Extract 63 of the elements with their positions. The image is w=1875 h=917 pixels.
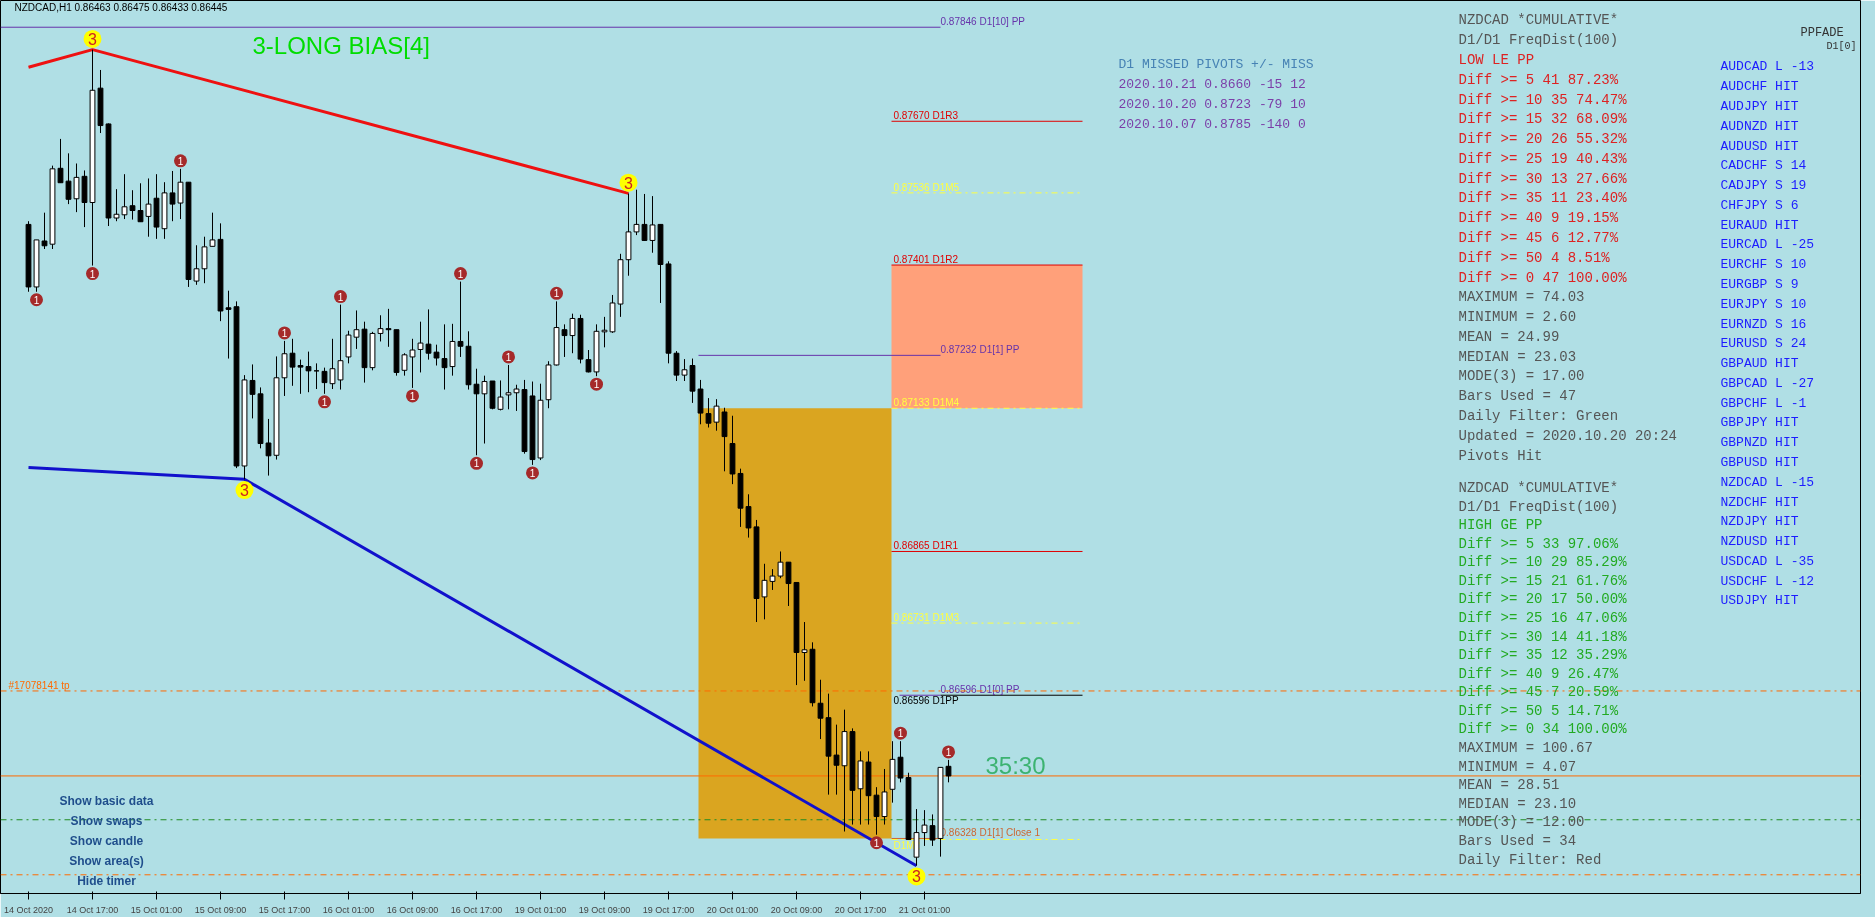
- text: NZDCAD *CUMULATIVE* D1/D1 FreqDist(100) LOW LE PP Diff >= 5 41 87.23% Diff >= 10 35 74.47% Diff >= 15 32 68.09% Diff >= 20 26 55.32% Diff >= 25 19 40.43% Diff >= 30 13 27.66% Diff >= 35 11 23.40% Diff >= 40 9 19.15% Diff >= 45 6 12.77% Diff >= 50 4 8.51% Diff >= 0 47 100.00% MAXIMUM = 74.03 MINIMUM = 2.60 MEAN = 24.99 MEDIAN = 23.03 MODE(3) = 17.00 Bars Used = 47 Daily Filter: Green Updated = 2020.10.20 20:24 Pivots Hit: [1458, 12, 1677, 464]
- text: 1: [529, 467, 536, 479]
- chart-title: NZDCAD,H1 0.86463 0.86475 0.86433 0.86445: [14, 2, 228, 14]
- ref-line-label: 0.87133 D1M4: [893, 397, 960, 409]
- candlestick: [201, 236, 208, 284]
- x-tick-label: 19 Oct 17:00: [642, 904, 695, 915]
- ref-line-label: 0.87670 D1R3: [893, 110, 959, 122]
- candlestick: [505, 364, 512, 410]
- text: 1: [473, 458, 480, 470]
- text: 1: [177, 155, 184, 167]
- series-label: 1: [281, 327, 288, 339]
- annotation: Show swaps: [70, 813, 143, 828]
- text: D1[0]: [1826, 41, 1857, 53]
- ref-line-label: 0.87401 D1R2: [893, 254, 959, 266]
- ref-line-label: 0.87846 D1[10] PP: [940, 16, 1026, 28]
- annotation: 3-LONG BIAS[4]: [252, 32, 430, 60]
- x-tick-label: 15 Oct 17:00: [258, 904, 311, 915]
- annotation: Show basic data: [59, 793, 154, 808]
- ref-line-label: 0.86865 D1R1: [893, 540, 959, 552]
- text: 1: [89, 268, 96, 280]
- text: 1: [897, 728, 904, 740]
- text: 3: [912, 868, 921, 886]
- x-tick-label: 21 Oct 01:00: [898, 904, 951, 915]
- text: 1: [33, 294, 40, 306]
- ref-line-label: 0.87232 D1[1] PP: [940, 344, 1020, 356]
- ref-line-label: #17078141 tp: [8, 679, 71, 691]
- x-tick-label: 19 Oct 01:00: [514, 904, 567, 915]
- annotation: Hide timer: [77, 873, 137, 888]
- x-tick-label: 20 Oct 01:00: [706, 904, 759, 915]
- text: 1: [337, 291, 344, 303]
- x-tick-label: 16 Oct 01:00: [322, 904, 375, 915]
- ref-line-label: 0.86596 D1[0] PP: [940, 684, 1020, 696]
- text: 3: [240, 482, 249, 500]
- x-tick-label: 15 Oct 09:00: [194, 904, 247, 915]
- ref-line-label: 0.86731 D1M3: [893, 612, 960, 624]
- annotation: Show area(s): [69, 853, 144, 868]
- ref-line-label: 0.86596 D1PP: [893, 695, 959, 707]
- series-label: 3: [88, 30, 98, 48]
- text: 35:30: [985, 751, 1046, 779]
- text: 1: [945, 746, 952, 758]
- x-tick-label: 14 Oct 2020: [3, 904, 54, 915]
- x-tick-label: 16 Oct 09:00: [386, 904, 439, 915]
- text: 3: [624, 174, 633, 192]
- candlestick: [817, 679, 824, 740]
- x-tick-label: 16 Oct 17:00: [450, 904, 503, 915]
- text: 1: [873, 837, 880, 849]
- ref-line-label: 0.87536 D1M5: [893, 181, 960, 193]
- text: 1: [457, 268, 464, 280]
- text: 1: [553, 288, 560, 300]
- text: AUDCAD L -13 AUDCHF HIT AUDJPY HIT AUDNZD HIT AUDUSD HIT CADCHF S 14 CADJPY S 19 CHFJPY S 6 EURAUD HIT EURCAD L -25 EURCHF S 10 EURGBP S 9 EURJPY S 10 EURNZD S 16 EURUSD S 24 GBPAUD HIT GBPCAD L -27 GBPCHF L -1 GBPJPY HIT GBPNZD HIT GBPUSD HIT NZDCAD L -15 NZDCHF HIT NZDJPY HIT NZDUSD HIT USDCAD L -35 USDCHF L -12 USDJPY HIT: [1720, 59, 1815, 609]
- text: PPFADE: [1800, 26, 1844, 41]
- text: 1: [409, 390, 416, 402]
- x-tick-label: 19 Oct 09:00: [578, 904, 631, 915]
- text: 1: [505, 351, 512, 363]
- candlestick: [305, 351, 312, 393]
- x-tick-label: 20 Oct 09:00: [770, 904, 823, 915]
- text: 1: [321, 396, 328, 408]
- annotation: Show candle: [69, 833, 144, 848]
- x-tick-label: 20 Oct 17:00: [834, 904, 887, 915]
- x-tick-label: 14 Oct 17:00: [66, 904, 119, 915]
- x-tick-label: 15 Oct 01:00: [130, 904, 183, 915]
- text: 1: [593, 379, 600, 391]
- text: D1 MISSED PIVOTS +/- MISS 2020.10.21 0.8660 -15 12 2020.10.20 0.8723 -79 10 2020.10.07 0.8785 -140 0: [1118, 57, 1314, 132]
